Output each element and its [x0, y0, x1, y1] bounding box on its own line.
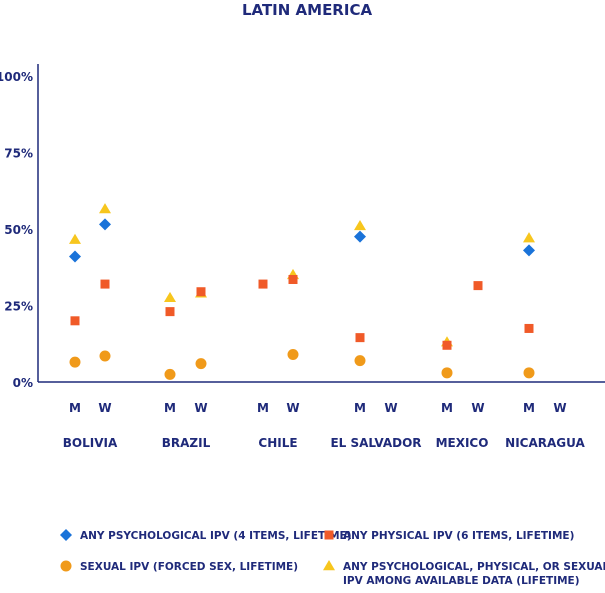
- legend-square-icon: [324, 530, 334, 540]
- data-point-square: [473, 281, 483, 291]
- x-category-label: BRAZIL: [162, 436, 211, 450]
- data-point-circle: [69, 356, 81, 368]
- data-point-circle: [99, 350, 111, 362]
- data-point-diamond: [69, 250, 81, 263]
- legend-item: SEXUAL IPV (FORCED SEX, LIFETIME): [60, 560, 298, 573]
- data-point-square: [258, 279, 268, 289]
- legend-item: ANY PHYSICAL IPV (6 ITEMS, LIFETIME): [324, 530, 574, 542]
- x-sub-label: M: [164, 401, 176, 415]
- legend-triangle-icon: [323, 560, 335, 571]
- x-sub-label: W: [384, 401, 397, 415]
- data-point-circle: [164, 368, 176, 380]
- x-sub-label: W: [553, 401, 566, 415]
- x-category-label: EL SALVADOR: [330, 436, 421, 450]
- y-tick-label: 50%: [4, 223, 33, 237]
- legend-item: ANY PSYCHOLOGICAL, PHYSICAL, OR SEXUAL IP…: [323, 560, 605, 587]
- legend-label: ANY PSYCHOLOGICAL, PHYSICAL, OR SEXUAL: [343, 561, 605, 573]
- x-category-label: MEXICO: [436, 436, 489, 450]
- data-point-square: [70, 316, 80, 326]
- chart-title: LATIN AMERICA: [242, 1, 373, 19]
- data-point-triangle: [164, 291, 176, 303]
- x-category-label: CHILE: [258, 436, 297, 450]
- legend-diamond-icon: [60, 529, 72, 541]
- legend-label: SEXUAL IPV (FORCED SEX, LIFETIME): [80, 561, 298, 573]
- data-point-triangle: [354, 219, 366, 231]
- data-point-triangle: [99, 203, 111, 214]
- legend-label: IPV AMONG AVAILABLE DATA (LIFETIME): [343, 575, 580, 587]
- x-sub-label: M: [523, 401, 535, 415]
- y-tick-label: 100%: [0, 70, 33, 84]
- data-point-circle: [354, 355, 366, 367]
- x-category-label: BOLIVIA: [63, 436, 118, 450]
- axes: 0% 25% 50% 75% 100% M W M W M W M W M W M W BOLIVIA BRAZIL…: [0, 64, 605, 450]
- data-point-square: [100, 279, 110, 289]
- data-point-circle: [441, 367, 453, 379]
- legend-label: ANY PHYSICAL IPV (6 ITEMS, LIFETIME): [343, 530, 574, 542]
- data-point-square: [288, 274, 298, 284]
- legend-item: ANY PSYCHOLOGICAL IPV (4 ITEMS, LIFETIME…: [60, 529, 352, 542]
- data-point-triangle: [69, 233, 81, 244]
- data-point-square: [165, 307, 175, 317]
- data-point-diamond: [523, 244, 535, 257]
- legend-circle-icon: [60, 560, 72, 572]
- x-sub-label: M: [257, 401, 269, 415]
- data-point-triangle: [523, 232, 535, 243]
- data-marks: [69, 203, 535, 380]
- legend-label: ANY PSYCHOLOGICAL IPV (4 ITEMS, LIFETIME…: [80, 530, 352, 542]
- data-point-circle: [195, 358, 207, 370]
- x-sub-label: M: [441, 401, 453, 415]
- legend: ANY PSYCHOLOGICAL IPV (4 ITEMS, LIFETIME…: [60, 529, 605, 587]
- y-tick-label: 25%: [4, 300, 33, 314]
- data-point-circle: [523, 367, 535, 379]
- x-sub-label: W: [286, 401, 299, 415]
- x-category-label: NICARAGUA: [505, 436, 585, 450]
- data-point-square: [355, 333, 365, 343]
- x-sub-label: W: [98, 401, 111, 415]
- x-sub-label: W: [471, 401, 484, 415]
- data-point-diamond: [354, 230, 366, 243]
- data-point-square: [524, 323, 534, 333]
- x-sub-label: M: [354, 401, 366, 415]
- y-tick-label: 0%: [13, 376, 33, 390]
- x-sub-label: M: [69, 401, 81, 415]
- data-point-square: [442, 340, 452, 350]
- x-sub-label: W: [194, 401, 207, 415]
- data-point-diamond: [99, 218, 111, 231]
- data-point-circle: [287, 348, 299, 360]
- data-point-square: [196, 287, 206, 297]
- y-tick-label: 75%: [4, 147, 33, 161]
